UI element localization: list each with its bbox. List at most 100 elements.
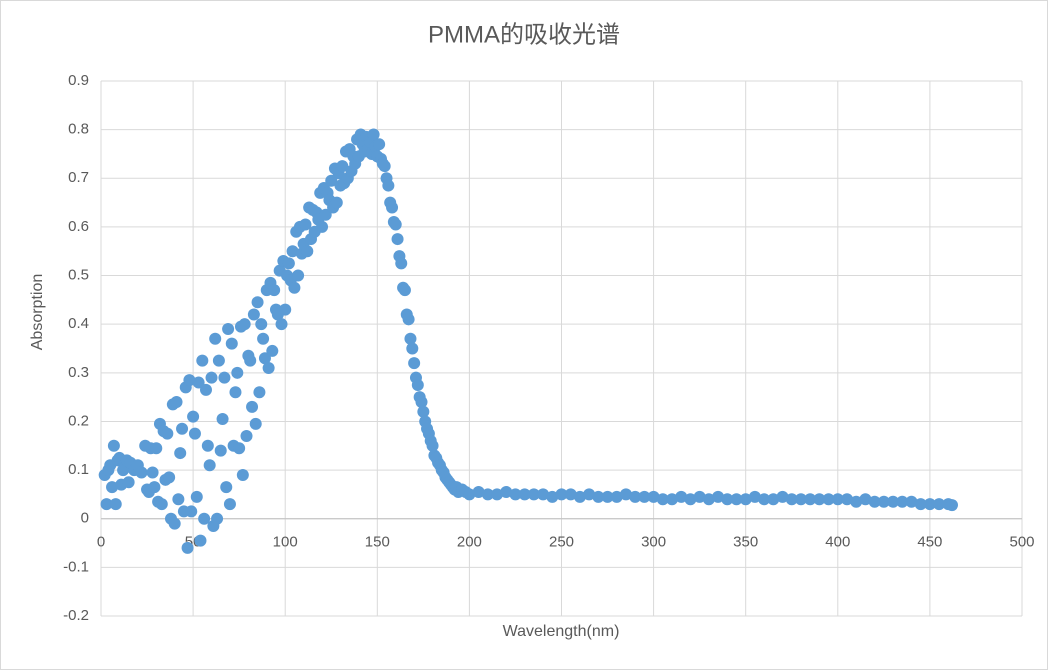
data-point: [194, 534, 207, 547]
data-point: [246, 400, 259, 413]
data-point: [203, 459, 216, 472]
data-point: [946, 499, 959, 512]
data-point: [730, 493, 743, 506]
data-point: [666, 493, 679, 506]
data-point: [712, 490, 725, 503]
data-point: [205, 371, 218, 384]
data-point: [406, 342, 419, 355]
data-point: [426, 439, 439, 452]
data-point: [739, 493, 752, 506]
data-point: [107, 439, 120, 452]
data-point: [463, 488, 476, 501]
data-point: [386, 201, 399, 214]
data-point: [391, 233, 404, 246]
data-point: [262, 361, 275, 374]
data-point: [573, 490, 586, 503]
data-point: [693, 490, 706, 503]
data-point: [249, 417, 262, 430]
data-point: [192, 376, 205, 389]
data-point: [404, 332, 417, 345]
data-point: [367, 128, 380, 141]
data-point: [231, 366, 244, 379]
data-point: [509, 488, 522, 501]
data-point: [859, 493, 872, 506]
data-point: [275, 318, 288, 331]
x-tick-label: 500: [1009, 534, 1034, 551]
data-point: [813, 493, 826, 506]
data-point: [148, 481, 161, 494]
data-point: [240, 430, 253, 443]
data-point: [325, 174, 338, 187]
x-tick-label: 0: [97, 534, 105, 551]
data-point: [190, 490, 203, 503]
data-point: [255, 318, 268, 331]
data-point: [286, 245, 299, 258]
data-point: [222, 323, 235, 336]
data-point: [238, 318, 251, 331]
data-point: [702, 493, 715, 506]
data-point: [500, 485, 513, 498]
y-tick-label: 0.2: [68, 412, 89, 429]
data-point: [850, 495, 863, 508]
data-point: [214, 444, 227, 457]
data-point: [721, 493, 734, 506]
data-point: [896, 495, 909, 508]
y-tick-label: -0.2: [63, 607, 89, 624]
data-point: [161, 427, 174, 440]
data-point: [185, 505, 198, 518]
data-point: [408, 357, 421, 370]
x-tick-label: 350: [733, 534, 758, 551]
data-point: [481, 488, 494, 501]
data-point: [395, 257, 408, 270]
data-point: [174, 447, 187, 460]
data-point: [491, 488, 504, 501]
data-point: [411, 378, 424, 391]
data-point: [748, 490, 761, 503]
data-point: [176, 422, 189, 435]
y-tick-label: 0.4: [68, 315, 89, 332]
y-tick-label: 0.8: [68, 121, 89, 138]
y-tick-label: 0.9: [68, 72, 89, 89]
y-tick-label: 0.1: [68, 461, 89, 478]
data-point: [402, 313, 415, 326]
data-point: [316, 220, 329, 233]
data-point: [647, 490, 660, 503]
x-tick-label: 150: [365, 534, 390, 551]
data-point: [225, 337, 238, 350]
data-point: [330, 196, 343, 209]
data-point: [373, 138, 386, 151]
data-point: [251, 296, 264, 309]
data-point: [592, 490, 605, 503]
y-tick-label: 0: [81, 510, 89, 527]
data-point: [201, 439, 214, 452]
data-point: [776, 490, 789, 503]
data-point: [196, 354, 209, 367]
data-point: [656, 493, 669, 506]
data-point: [223, 498, 236, 511]
data-point: [472, 485, 485, 498]
x-tick-label: 200: [457, 534, 482, 551]
data-point: [106, 481, 119, 494]
y-tick-label: 0.3: [68, 364, 89, 381]
x-tick-label: 100: [273, 534, 298, 551]
data-point: [211, 512, 224, 525]
data-point: [923, 498, 936, 511]
data-point: [135, 466, 148, 479]
x-tick-label: 300: [641, 534, 666, 551]
data-point: [236, 468, 249, 481]
data-point: [244, 354, 257, 367]
data-point: [247, 308, 260, 321]
data-point: [887, 495, 900, 508]
data-point: [266, 344, 279, 357]
data-point: [170, 396, 183, 408]
data-point: [758, 493, 771, 506]
data-point: [398, 284, 411, 297]
data-point: [220, 481, 233, 494]
data-point: [188, 427, 201, 440]
data-point: [301, 245, 314, 258]
y-tick-label: 0.7: [68, 169, 89, 186]
chart-title: PMMA的吸收光谱: [428, 21, 620, 48]
data-point: [555, 488, 568, 501]
data-point: [629, 490, 642, 503]
